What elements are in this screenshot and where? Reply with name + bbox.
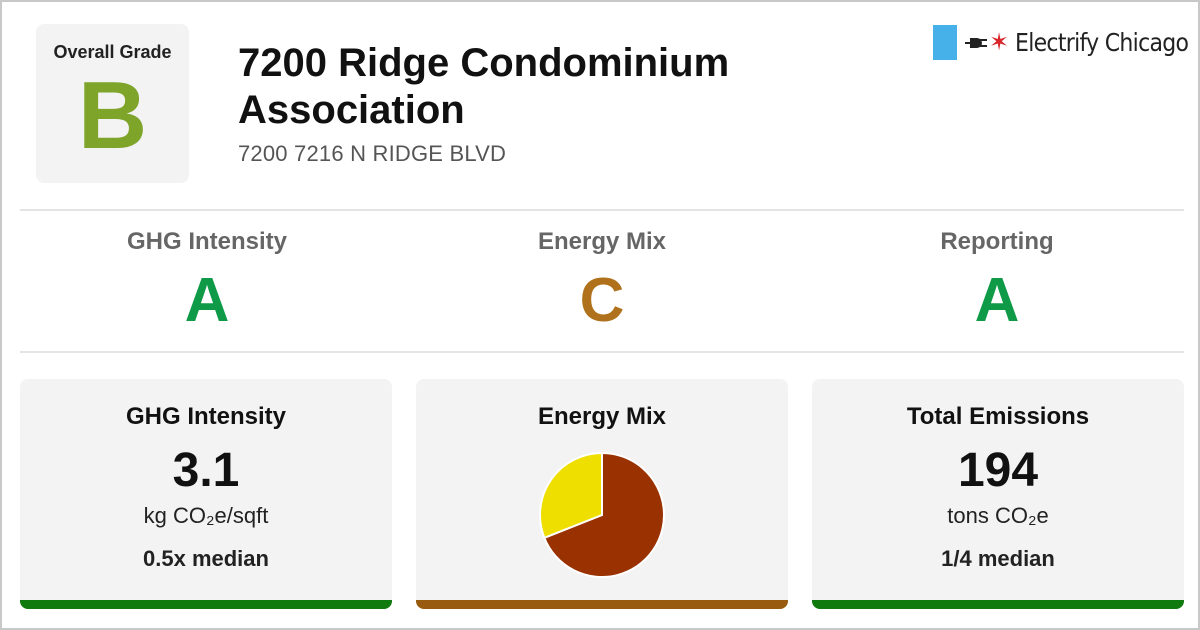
ghg-intensity-median: 0.5x median: [143, 546, 269, 571]
building-address: 7200 7216 N RIDGE BLVD: [238, 141, 507, 166]
grade-energy-mix: Energy Mix C: [405, 228, 799, 332]
card-title: GHG Intensity: [125, 403, 287, 430]
flag-stripe-icon: [933, 25, 957, 60]
grade-label: GHG Intensity: [126, 228, 288, 255]
total-emissions-unit: tons CO₂e: [947, 503, 1049, 528]
total-emissions-value: 194: [957, 444, 1039, 497]
chicago-star-icon: ✶: [989, 28, 1010, 56]
pie-slice-1: [539, 451, 603, 540]
electrify-chicago-logo[interactable]: ✶ Electrify Chicago: [933, 25, 1200, 60]
ghg-intensity-value: 3.1: [172, 444, 240, 497]
grade-value: C: [579, 266, 625, 335]
plug-icon: [965, 37, 987, 48]
grade-label: Energy Mix: [537, 228, 667, 255]
total-emissions-card: Total Emissions 194 tons CO₂e 1/4 median: [812, 379, 1184, 609]
energy-mix-card: Energy Mix: [416, 379, 788, 609]
overall-grade-box: Overall Grade B: [36, 24, 189, 183]
card-accent-bar: [812, 600, 1184, 609]
total-emissions-median: 1/4 median: [941, 546, 1055, 571]
grade-reporting: Reporting A: [800, 228, 1194, 332]
overall-grade-label: Overall Grade: [53, 42, 172, 62]
grade-label: Reporting: [940, 228, 1054, 255]
ghg-intensity-card: GHG Intensity 3.1 kg CO₂e/sqft 0.5x medi…: [20, 379, 392, 609]
pie-slice-0: [543, 451, 665, 578]
divider-middle: [20, 351, 1184, 353]
logo-text: Electrify Chicago: [1015, 28, 1189, 57]
card-accent-bar: [20, 600, 392, 609]
overall-grade-value: B: [77, 62, 148, 169]
grade-ghg-intensity: GHG Intensity A: [10, 228, 404, 332]
grade-value: A: [974, 266, 1020, 335]
card-title: Energy Mix: [537, 403, 667, 430]
ghg-intensity-unit: kg CO₂e/sqft: [143, 503, 269, 528]
card-accent-bar: [416, 600, 788, 609]
divider-top: [20, 209, 1184, 211]
building-name: 7200 Ridge Condominium Association: [238, 41, 730, 132]
energy-mix-pie-chart: [539, 451, 665, 578]
card-title: Total Emissions: [906, 403, 1090, 430]
grade-value: A: [184, 266, 230, 335]
